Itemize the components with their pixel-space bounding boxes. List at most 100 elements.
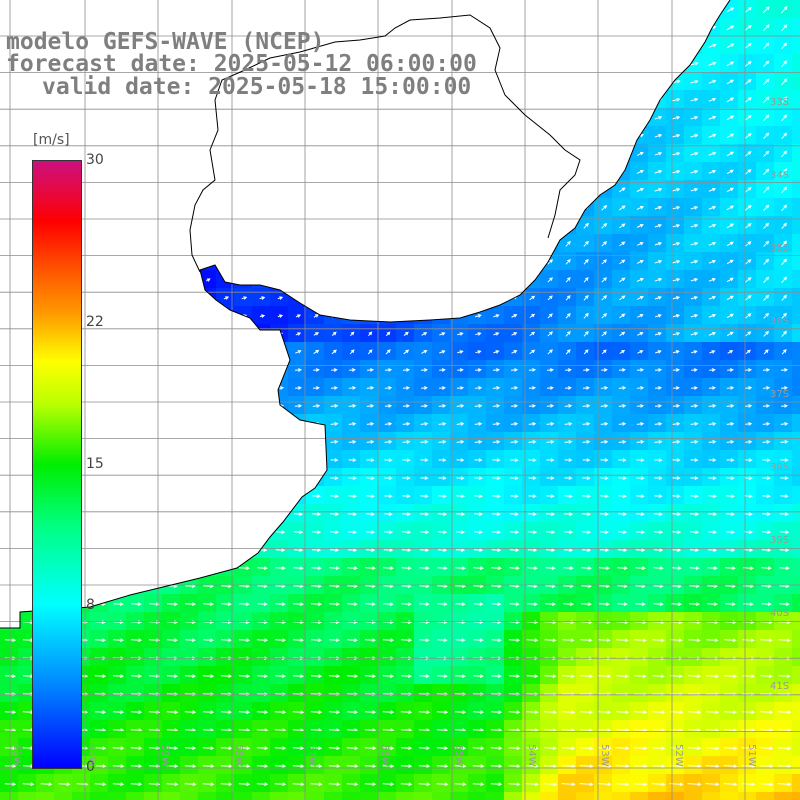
wind-arrow [708, 115, 717, 120]
wind-arrow [781, 276, 788, 284]
wind-arrow [293, 566, 304, 570]
speed-cell [594, 324, 613, 343]
speed-cell [468, 540, 487, 559]
speed-cell [630, 486, 649, 505]
speed-cell [612, 288, 631, 307]
speed-cell [792, 72, 800, 91]
wind-arrow [636, 368, 645, 372]
speed-cell [540, 540, 559, 559]
speed-cell [54, 792, 73, 800]
wind-arrow [690, 277, 699, 282]
speed-cell [522, 558, 541, 577]
speed-cell [792, 792, 800, 800]
speed-cell [774, 450, 793, 469]
speed-cell [792, 522, 800, 541]
speed-cell [522, 594, 541, 613]
wind-arrow [239, 602, 250, 606]
wind-arrow [672, 187, 681, 192]
speed-cell [432, 522, 451, 541]
wind-arrow [705, 764, 720, 769]
speed-cell [738, 414, 757, 433]
wind-arrow [437, 674, 448, 678]
wind-arrow [94, 710, 107, 715]
wind-arrow [437, 548, 448, 552]
speed-cell [720, 792, 739, 800]
speed-cell [738, 36, 757, 55]
wind-arrow [654, 476, 663, 480]
wind-arrow [149, 602, 160, 606]
wind-arrow [437, 602, 448, 606]
wind-arrow [347, 548, 358, 552]
speed-cell [630, 720, 649, 739]
speed-cell [630, 540, 649, 559]
wind-arrow [22, 782, 35, 787]
speed-cell [576, 324, 595, 343]
speed-cell [504, 306, 523, 325]
speed-cell [666, 774, 685, 793]
wind-arrow [582, 458, 591, 462]
speed-cell [522, 522, 541, 541]
latitude-label: 37S [770, 389, 790, 400]
speed-cell [252, 702, 271, 721]
speed-cell [792, 288, 800, 307]
speed-cell [774, 108, 793, 127]
speed-cell [702, 486, 721, 505]
wind-arrow [436, 782, 449, 787]
speed-cell [720, 414, 739, 433]
speed-cell [792, 18, 800, 37]
wind-arrow [184, 674, 197, 679]
speed-cell [594, 774, 613, 793]
speed-cell [612, 594, 631, 613]
wind-arrow [473, 566, 484, 570]
speed-cell [162, 684, 181, 703]
speed-cell [720, 378, 739, 397]
speed-cell [630, 198, 649, 217]
speed-cell [0, 738, 19, 757]
wind-arrow [256, 782, 269, 787]
speed-cell [342, 504, 361, 523]
wind-arrow [688, 674, 701, 679]
wind-arrow [780, 386, 789, 390]
speed-cell [540, 720, 559, 739]
wind-arrow [528, 386, 537, 390]
speed-cell [342, 360, 361, 379]
speed-cell [702, 162, 721, 181]
wind-arrow [529, 313, 536, 319]
speed-cell [684, 774, 703, 793]
wind-arrow [582, 386, 591, 390]
wind-arrow [600, 512, 609, 516]
speed-cell [774, 648, 793, 667]
wind-arrow [475, 368, 482, 372]
wind-arrow [652, 674, 665, 679]
speed-cell [612, 504, 631, 523]
speed-cell [702, 144, 721, 163]
speed-cell [594, 756, 613, 775]
wind-arrow [365, 548, 376, 552]
speed-cell [792, 414, 800, 433]
speed-cell [738, 378, 757, 397]
wind-arrow [762, 96, 770, 104]
wind-arrow [256, 764, 269, 769]
wind-arrow [402, 368, 411, 372]
speed-cell [774, 360, 793, 379]
speed-cell [630, 252, 649, 271]
speed-cell [414, 360, 433, 379]
speed-cell [162, 756, 181, 775]
speed-cell [324, 360, 343, 379]
speed-cell [774, 756, 793, 775]
wind-arrow [763, 240, 770, 247]
wind-arrow [672, 205, 681, 210]
speed-cell [576, 648, 595, 667]
speed-cell [306, 684, 325, 703]
speed-cell [792, 468, 800, 487]
wind-arrow [762, 78, 770, 86]
speed-cell [738, 504, 757, 523]
wind-arrow [493, 332, 500, 336]
speed-cell [684, 396, 703, 415]
wind-arrow [744, 151, 752, 157]
wind-arrow [329, 566, 340, 570]
speed-cell [666, 198, 685, 217]
speed-cell [432, 432, 451, 451]
wind-arrow [421, 368, 428, 372]
speed-cell [486, 540, 505, 559]
